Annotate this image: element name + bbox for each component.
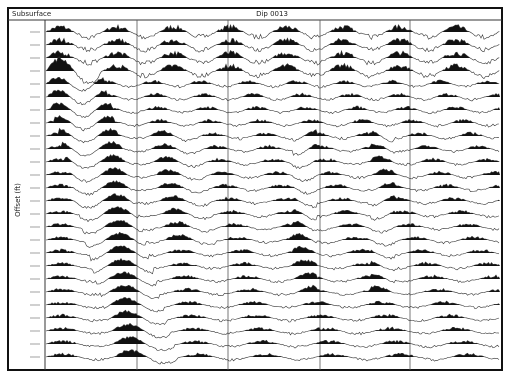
trace-fill — [46, 141, 500, 149]
trace-fill — [46, 128, 500, 136]
frame — [7, 7, 503, 371]
trace — [45, 37, 500, 53]
trace-fill — [46, 285, 500, 292]
y-axis-label: Offset (ft) — [14, 183, 22, 217]
trace — [45, 154, 500, 169]
header-left: Subsurface — [12, 10, 51, 18]
trace — [45, 127, 500, 144]
trace-fill — [46, 38, 500, 45]
trace-fill — [46, 336, 500, 344]
trace-fill — [46, 297, 500, 305]
trace-fill — [46, 180, 500, 188]
trace — [45, 297, 500, 313]
trace — [45, 193, 500, 209]
header-center: Dip 0013 — [256, 10, 288, 18]
trace-fill — [46, 50, 500, 58]
trace — [45, 322, 500, 339]
trace — [45, 167, 500, 183]
trace-fill — [46, 323, 500, 331]
trace-fill — [46, 77, 500, 84]
trace-fill — [46, 24, 500, 32]
trace — [45, 336, 500, 352]
trace-fill — [46, 167, 500, 175]
trace — [45, 140, 500, 157]
trace — [45, 349, 500, 365]
trace — [45, 257, 500, 275]
trace-fill — [46, 90, 500, 97]
trace — [45, 23, 500, 41]
trace-fill — [46, 206, 500, 214]
trace — [45, 102, 500, 118]
trace — [45, 89, 500, 106]
trace-fill — [46, 193, 500, 201]
trace — [45, 231, 500, 248]
trace-fill — [46, 102, 500, 110]
trace — [45, 284, 500, 299]
trace — [45, 271, 500, 287]
trace — [45, 309, 500, 326]
trace — [45, 49, 500, 66]
trace — [45, 206, 500, 223]
trace — [45, 56, 500, 85]
traces — [45, 23, 500, 365]
grid — [30, 20, 411, 370]
trace — [45, 180, 500, 196]
trace-fill — [46, 154, 500, 162]
trace — [45, 245, 500, 262]
trace — [45, 115, 499, 132]
trace — [45, 220, 500, 235]
trace — [45, 77, 500, 92]
trace-fill — [46, 56, 500, 71]
